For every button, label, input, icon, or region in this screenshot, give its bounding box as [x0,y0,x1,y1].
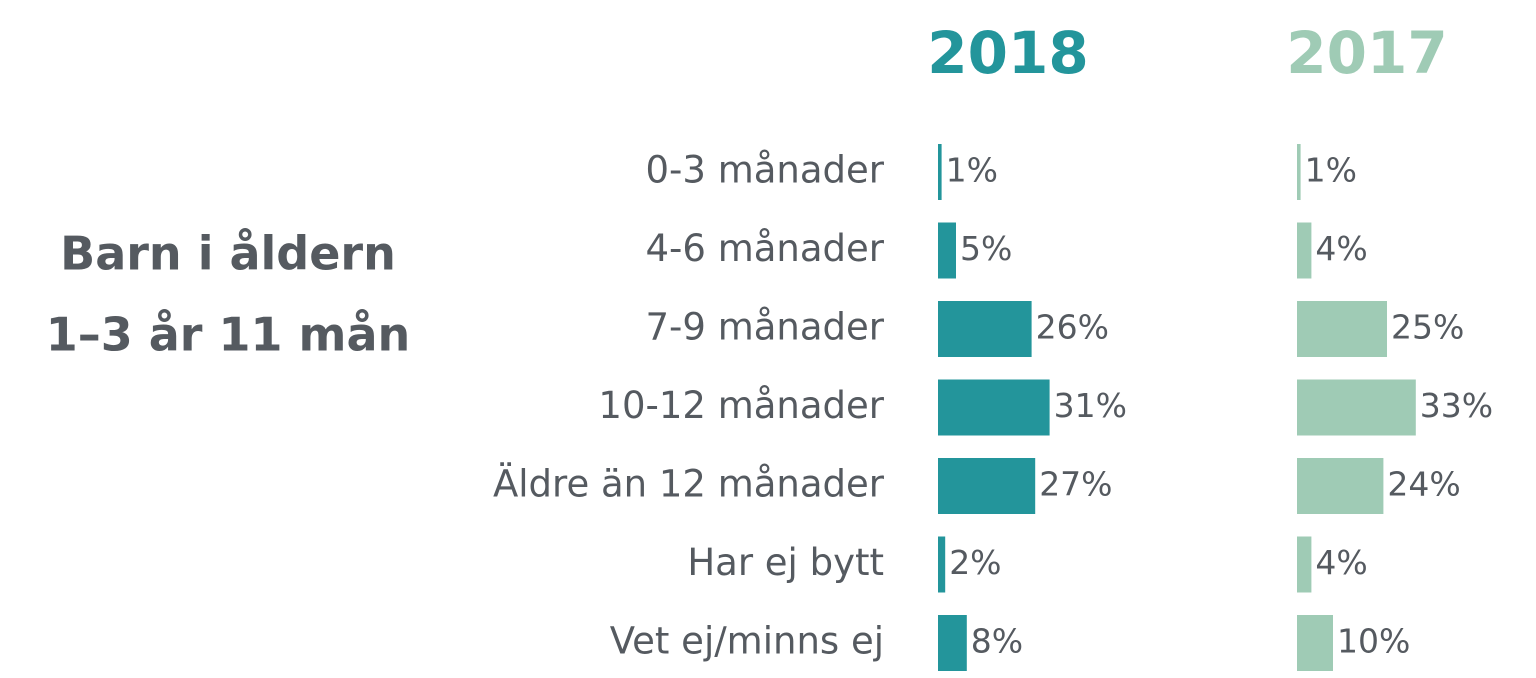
category-label: 7-9 månader [646,306,885,349]
bar [1297,615,1333,671]
value-label: 4% [1315,543,1367,582]
bar [1297,222,1312,279]
category-label: 0-3 månader [646,149,885,192]
value-label: 33% [1420,386,1493,425]
bar [1297,301,1387,357]
value-label: 27% [1039,465,1112,504]
bar [938,144,942,200]
category-label: Har ej bytt [687,541,884,584]
value-label: 4% [1315,229,1367,268]
value-label: 1% [946,151,998,190]
bar [938,615,967,671]
value-label: 25% [1391,308,1464,347]
value-label: 24% [1387,465,1460,504]
category-label: Äldre än 12 månader [493,463,885,506]
legend-entry: 2017 [1286,19,1447,87]
value-label: 31% [1054,386,1127,425]
value-label: 5% [960,229,1012,268]
legend-entry: 2018 [927,19,1088,87]
bar [938,536,946,593]
value-label: 1% [1305,151,1357,190]
bar [938,379,1050,436]
chart-title: 1–3 år 11 mån [46,308,411,362]
bar [938,222,956,279]
bar [1297,144,1301,200]
bar [1297,458,1384,514]
bar [1297,379,1416,436]
bar [938,301,1032,357]
chart-title: Barn i åldern [60,227,396,281]
category-label: Vet ej/minns ej [610,620,884,663]
category-label: 10-12 månader [598,384,884,427]
bar [938,458,1036,514]
bar [1297,536,1312,593]
value-label: 26% [1036,308,1109,347]
value-label: 8% [971,622,1023,661]
value-label: 10% [1337,622,1410,661]
value-label: 2% [949,543,1001,582]
category-label: 4-6 månader [646,227,885,270]
